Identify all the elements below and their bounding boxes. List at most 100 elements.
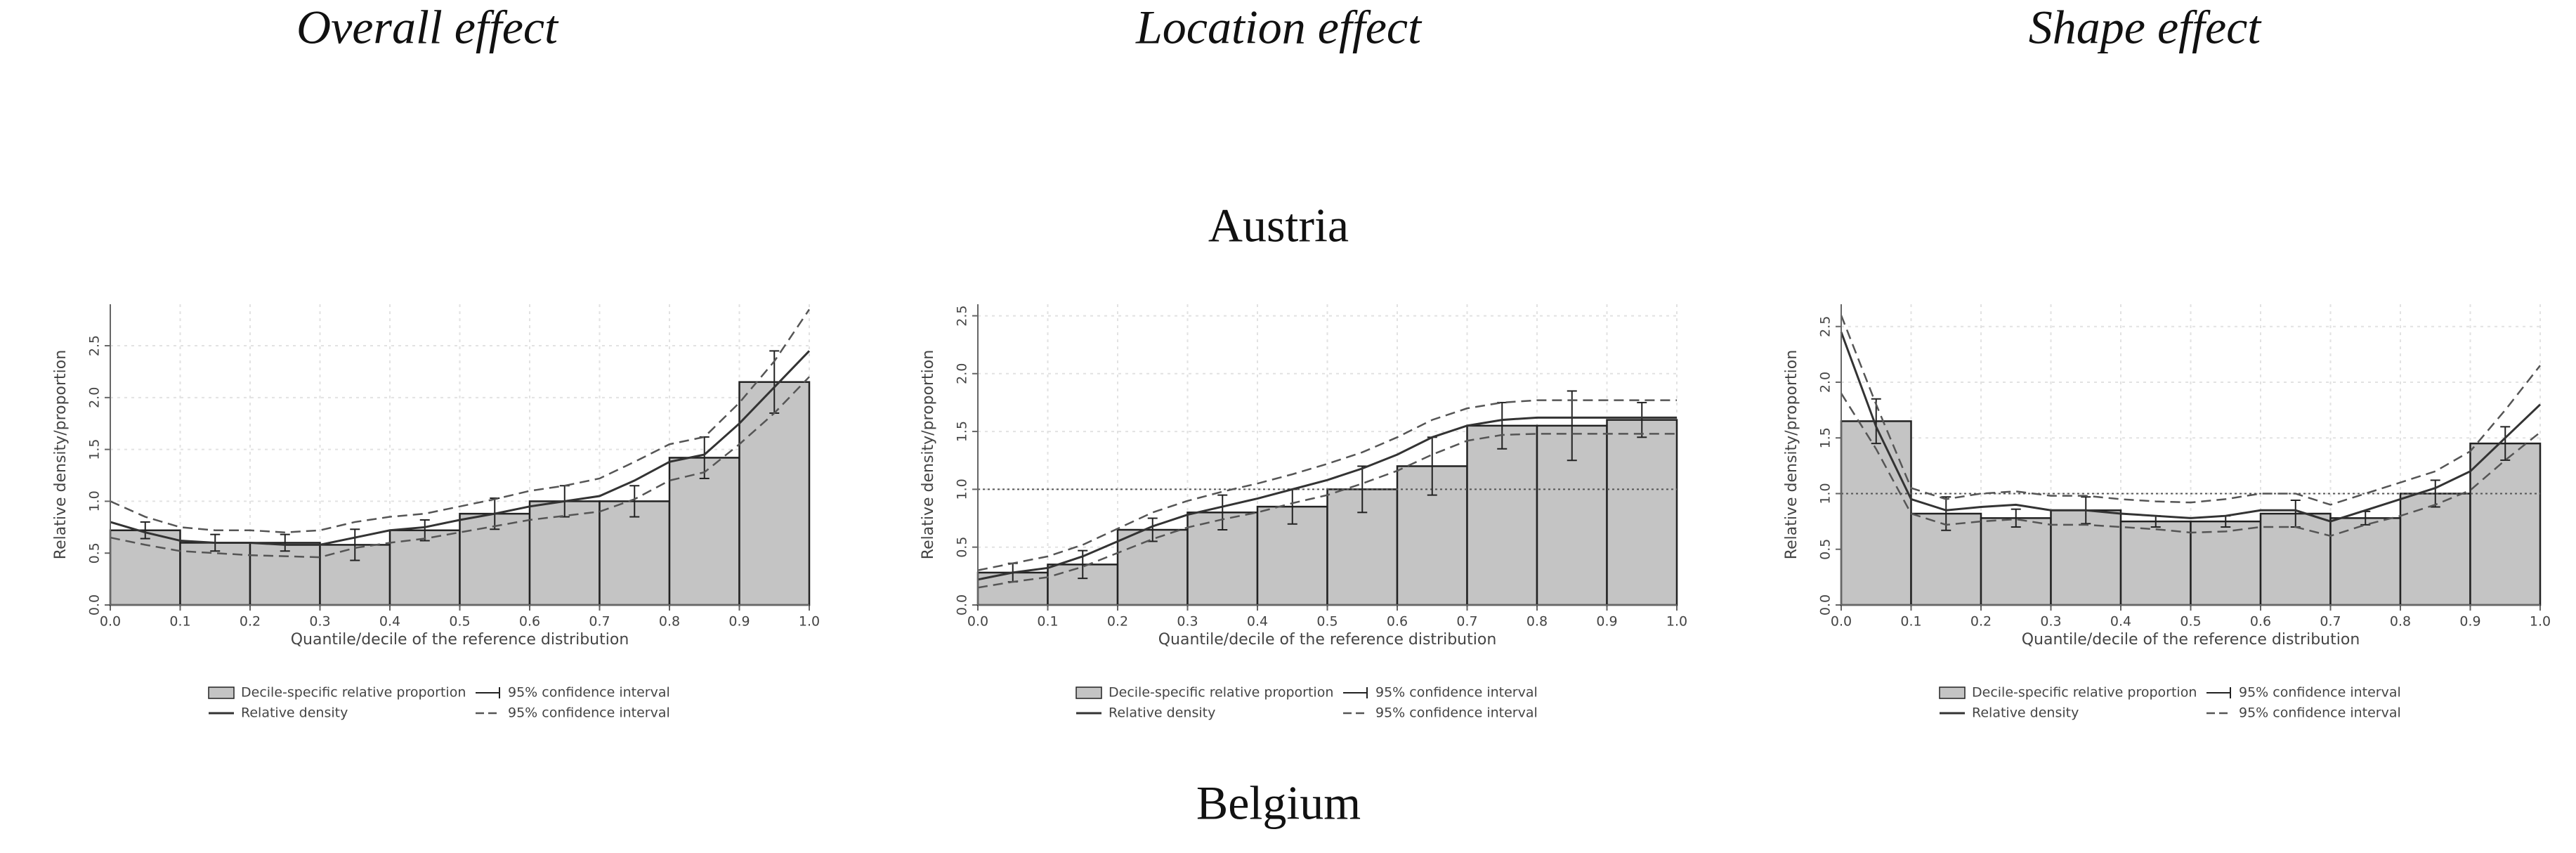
bar	[2399, 493, 2471, 606]
x-tick-label: 1.0	[2530, 614, 2551, 630]
ci-line	[110, 376, 810, 559]
y-tick-label: 2.0	[1818, 372, 1833, 393]
x-tick-label: 0.3	[2040, 614, 2061, 630]
density-line	[1840, 332, 2542, 523]
y-tick-label: 1.0	[1818, 483, 1833, 504]
x-tick-label: 0.1	[1037, 614, 1058, 630]
error-bar	[2500, 426, 2511, 461]
bar	[1466, 424, 1538, 606]
error-bar	[2430, 479, 2440, 508]
x-tick-label: 0.0	[967, 614, 988, 630]
bar	[1980, 517, 2052, 606]
x-tick-label: 0.7	[589, 614, 610, 630]
y-tick-label: 1.5	[87, 439, 103, 460]
error-bar	[140, 521, 150, 540]
x-tick-label: 0.8	[659, 614, 680, 630]
x-tick-label: 0.5	[449, 614, 470, 630]
error-bar	[350, 528, 360, 561]
y-tick-label: 2.5	[1818, 316, 1833, 337]
y-axis-label: Relative density/proportion	[920, 350, 937, 559]
bar	[109, 529, 181, 606]
ci-line	[977, 433, 1677, 589]
bar	[249, 542, 321, 606]
y-tick-label: 2.0	[955, 363, 970, 384]
density-line	[977, 416, 1677, 581]
x-tick-label: 0.8	[1526, 614, 1548, 630]
error-bar	[280, 533, 290, 552]
y-tick-label: 0.5	[955, 537, 970, 558]
x-tick-label: 0.6	[1387, 614, 1408, 630]
x-tick-label: 1.0	[799, 614, 820, 630]
bar	[179, 542, 251, 606]
x-axis-label: Quantile/decile of the reference distrib…	[2022, 631, 2360, 649]
y-tick-label: 2.0	[87, 387, 103, 408]
x-tick-label: 0.9	[728, 614, 750, 630]
bar	[2050, 509, 2122, 606]
x-tick-label: 0.7	[2320, 614, 2341, 630]
bar	[2259, 512, 2332, 606]
x-tick-label: 0.5	[2180, 614, 2201, 630]
y-axis-label: Relative density/proportion	[1783, 350, 1800, 559]
x-tick-label: 0.2	[240, 614, 261, 630]
bar	[2190, 520, 2262, 606]
error-bar	[1567, 390, 1577, 462]
bar	[668, 457, 740, 606]
legend-label: 95% confidence interval	[2239, 685, 2401, 701]
y-tick-label: 1.0	[87, 490, 103, 512]
error-bar	[1637, 401, 1647, 438]
legend-swatch	[1075, 686, 1102, 699]
error-bar	[1217, 494, 1228, 530]
ci-line	[1840, 315, 2541, 506]
x-tick-label: 0.1	[169, 614, 190, 630]
x-axis-label: Quantile/decile of the reference distrib…	[291, 631, 629, 649]
bar	[1840, 420, 1912, 606]
x-tick-label: 0.7	[1456, 614, 1477, 630]
y-tick-label: 0.5	[1818, 539, 1833, 560]
error-bar	[1078, 549, 1088, 580]
ci-line	[1840, 393, 2541, 538]
y-tick-label: 0.5	[87, 542, 103, 564]
x-tick-label: 0.5	[1316, 614, 1338, 630]
legend-label: 95% confidence interval	[2239, 705, 2401, 721]
y-tick-label: 1.5	[1818, 427, 1833, 448]
y-tick-label: 2.5	[87, 335, 103, 356]
x-tick-label: 0.4	[1247, 614, 1268, 630]
x-tick-label: 0.0	[1831, 614, 1852, 630]
y-tick-label: 1.0	[955, 478, 970, 500]
bar	[2469, 442, 2542, 606]
ci-line	[977, 399, 1677, 571]
x-tick-label: 0.3	[1177, 614, 1198, 630]
bar	[388, 529, 461, 606]
x-tick-label: 0.4	[2110, 614, 2131, 630]
legend-label: Decile-specific relative proportion	[1972, 685, 2197, 701]
ci-line	[110, 308, 811, 533]
legend-label: Relative density	[241, 705, 348, 721]
bar	[2119, 520, 2192, 606]
legend-swatch	[1939, 686, 1966, 699]
column-title: Shape effect	[2029, 1, 2263, 54]
y-tick-label: 0.0	[87, 594, 103, 616]
legend-label: Relative density	[1109, 705, 1215, 721]
error-bar	[1147, 517, 1158, 542]
legend-label: 95% confidence interval	[1375, 705, 1538, 721]
error-bar	[629, 485, 640, 518]
x-tick-label: 0.9	[2459, 614, 2480, 630]
x-tick-label: 0.3	[309, 614, 330, 630]
legend-label: Decile-specific relative proportion	[241, 685, 466, 701]
legend-label: Relative density	[1972, 705, 2079, 721]
x-tick-label: 0.0	[100, 614, 121, 630]
x-tick-label: 0.2	[1107, 614, 1128, 630]
legend-label: 95% confidence interval	[508, 705, 670, 721]
density-line	[110, 350, 811, 546]
row-label: Austria	[1208, 199, 1349, 252]
x-tick-label: 0.6	[519, 614, 540, 630]
bar	[738, 381, 811, 606]
y-tick-label: 2.5	[955, 305, 970, 326]
row-label: Belgium	[1196, 776, 1361, 830]
x-tick-label: 0.8	[2390, 614, 2411, 630]
x-tick-label: 0.2	[1970, 614, 1992, 630]
x-tick-label: 0.6	[2250, 614, 2271, 630]
error-bar	[2011, 508, 2021, 528]
x-axis-label: Quantile/decile of the reference distrib…	[1158, 631, 1497, 649]
